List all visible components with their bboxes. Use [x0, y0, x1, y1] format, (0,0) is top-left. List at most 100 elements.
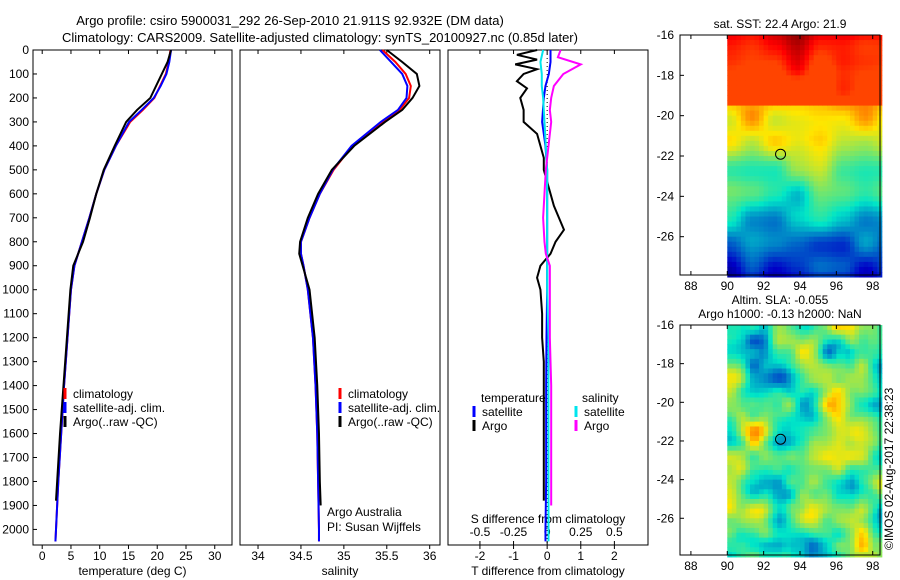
heatmap-cell — [863, 261, 869, 268]
heatmap-cell — [800, 479, 806, 485]
heatmap-cell — [831, 440, 837, 447]
heatmap-cell — [777, 130, 783, 137]
heatmap-cell — [768, 236, 774, 243]
heatmap-cell — [795, 542, 801, 548]
heatmap-cell — [850, 382, 856, 389]
heatmap-cell — [813, 436, 819, 442]
heatmap-cell — [795, 266, 801, 273]
heatmap-cell — [786, 469, 792, 476]
heatmap-cell — [863, 373, 869, 379]
heatmap-cell — [859, 407, 865, 413]
heatmap-cell — [868, 191, 874, 197]
salinity-x-axis-label: salinity — [322, 564, 359, 578]
heatmap-cell — [754, 95, 760, 102]
heatmap-cell — [850, 45, 856, 51]
heatmap-cell — [831, 532, 837, 539]
heatmap-cell — [731, 479, 737, 485]
heatmap-cell — [818, 231, 824, 238]
heatmap-cell — [868, 378, 874, 384]
heatmap-cell — [731, 421, 737, 427]
heatmap-cell — [754, 498, 760, 505]
heatmap-cell — [750, 156, 756, 162]
heatmap-cell — [854, 503, 860, 510]
heatmap-cell — [845, 90, 851, 97]
heatmap-cell — [750, 518, 756, 524]
heatmap-cell — [859, 186, 865, 192]
heatmap-cell — [745, 140, 751, 147]
heatmap-cell — [804, 378, 810, 384]
heatmap-cell — [777, 70, 783, 76]
heatmap-cell — [827, 221, 833, 228]
heatmap-cell — [854, 392, 860, 398]
heatmap-cell — [854, 460, 860, 466]
heatmap-cell — [731, 135, 737, 142]
heatmap-cell — [854, 35, 860, 41]
heatmap-cell — [736, 353, 742, 360]
heatmap-cell — [781, 125, 787, 132]
heatmap-cell — [781, 130, 787, 137]
heatmap-cell — [790, 110, 796, 117]
heatmap-cell — [786, 226, 792, 233]
heatmap-cell — [759, 378, 765, 384]
heatmap-cell — [859, 231, 865, 238]
heatmap-cell — [822, 498, 828, 505]
legend-label: Argo — [584, 419, 610, 433]
heatmap-cell — [859, 181, 865, 187]
heatmap-cell — [772, 60, 778, 66]
heatmap-cell — [727, 513, 733, 519]
heatmap-cell — [836, 171, 842, 177]
heatmap-cell — [840, 35, 846, 41]
heatmap-cell — [827, 130, 833, 137]
heatmap-cell — [790, 431, 796, 437]
heatmap-cell — [736, 171, 742, 177]
heatmap-cell — [795, 196, 801, 202]
heatmap-cell — [809, 261, 815, 268]
salinity-plot-frame — [239, 49, 441, 546]
heatmap-cell — [759, 201, 765, 207]
heatmap-cell — [822, 140, 828, 147]
heatmap-cell — [804, 503, 810, 510]
heatmap-cell — [745, 110, 751, 117]
heatmap-cell — [763, 266, 769, 273]
heatmap-cell — [818, 397, 824, 403]
heatmap-cell — [800, 411, 806, 418]
y-tick-label: 0 — [22, 43, 29, 57]
heatmap-cell — [754, 120, 760, 127]
heatmap-cell — [750, 382, 756, 389]
heatmap-cell — [872, 110, 878, 117]
heatmap-cell — [850, 532, 856, 539]
heatmap-cell — [777, 135, 783, 142]
heatmap-cell — [813, 329, 819, 336]
heatmap-cell — [731, 392, 737, 398]
heatmap-cell — [863, 156, 869, 162]
heatmap-cell — [809, 402, 815, 408]
heatmap-cell — [777, 329, 783, 336]
heatmap-cell — [863, 479, 869, 485]
heatmap-cell — [795, 246, 801, 253]
heatmap-cell — [786, 460, 792, 466]
heatmap-cell — [777, 440, 783, 447]
heatmap-cell — [777, 460, 783, 466]
heatmap-cell — [804, 387, 810, 394]
heatmap-cell — [790, 368, 796, 374]
y-tick-label: 200 — [9, 91, 29, 105]
heatmap-cell — [822, 378, 828, 384]
heatmap-cell — [790, 216, 796, 223]
heatmap-cell — [763, 465, 769, 471]
heatmap-cell — [850, 186, 856, 192]
heatmap-cell — [731, 130, 737, 137]
heatmap-cell — [736, 40, 742, 46]
heatmap-cell — [850, 373, 856, 379]
heatmap-cell — [854, 542, 860, 548]
heatmap-cell — [750, 508, 756, 514]
heatmap-cell — [772, 373, 778, 379]
heatmap-cell — [818, 479, 824, 485]
heatmap-cell — [818, 80, 824, 86]
heatmap-cell — [759, 421, 765, 427]
x-tick-label: 15 — [122, 549, 136, 563]
heatmap-cell — [859, 469, 865, 476]
y-tick-label: 1800 — [2, 474, 29, 488]
heatmap-cell — [809, 484, 815, 490]
legend-title: temperature — [481, 391, 546, 405]
heatmap-cell — [786, 416, 792, 423]
